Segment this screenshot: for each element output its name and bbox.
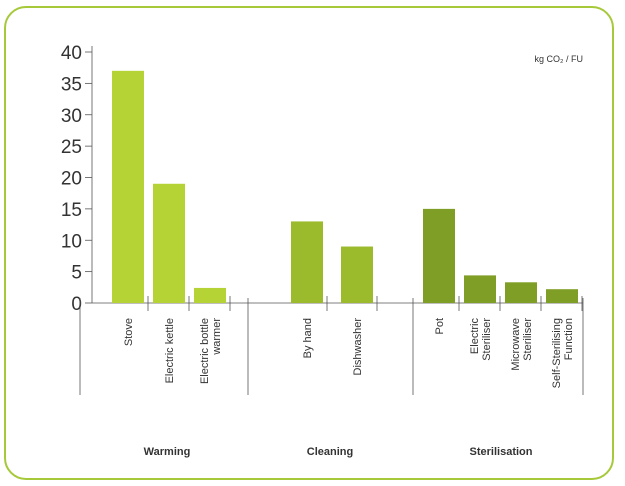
group-label: Sterilisation (470, 446, 533, 458)
category-label: Function (563, 318, 575, 360)
category-label: Steriliser (481, 318, 493, 361)
category-label: Electric (469, 318, 481, 355)
y-tick-label: 10 (61, 231, 82, 252)
bar (505, 282, 537, 303)
bar (423, 208, 455, 303)
y-tick-label: 15 (61, 200, 82, 221)
bar (194, 287, 226, 303)
y-tick-label: 20 (61, 169, 82, 190)
y-tick-label: 40 (61, 43, 82, 64)
y-tick-label: 5 (71, 263, 82, 284)
bar (112, 70, 144, 303)
group-label: Warming (144, 446, 191, 458)
category-label: Self-Sterilising (551, 318, 563, 388)
category-label: Dishwasher (352, 318, 364, 376)
bar (464, 275, 496, 303)
category-label: Electric kettle (164, 318, 176, 383)
y-tick-label: 0 (71, 294, 82, 315)
unit-label: kg CO₂ / FU (535, 54, 584, 64)
category-label: Pot (434, 318, 446, 335)
category-label: warmer (211, 318, 223, 356)
y-tick-label: 25 (61, 137, 82, 158)
bar (291, 221, 323, 303)
category-label: Stove (123, 318, 135, 346)
y-tick-label: 35 (61, 74, 82, 95)
bar (153, 183, 185, 303)
bar (546, 289, 578, 303)
y-tick-label: 30 (61, 106, 82, 127)
category-label: Electric bottle (199, 318, 211, 384)
category-label: Microwave (510, 318, 522, 371)
category-label: By hand (302, 318, 314, 358)
group-label: Cleaning (307, 446, 353, 458)
bar (341, 246, 373, 303)
category-label: Steriliser (522, 318, 534, 361)
